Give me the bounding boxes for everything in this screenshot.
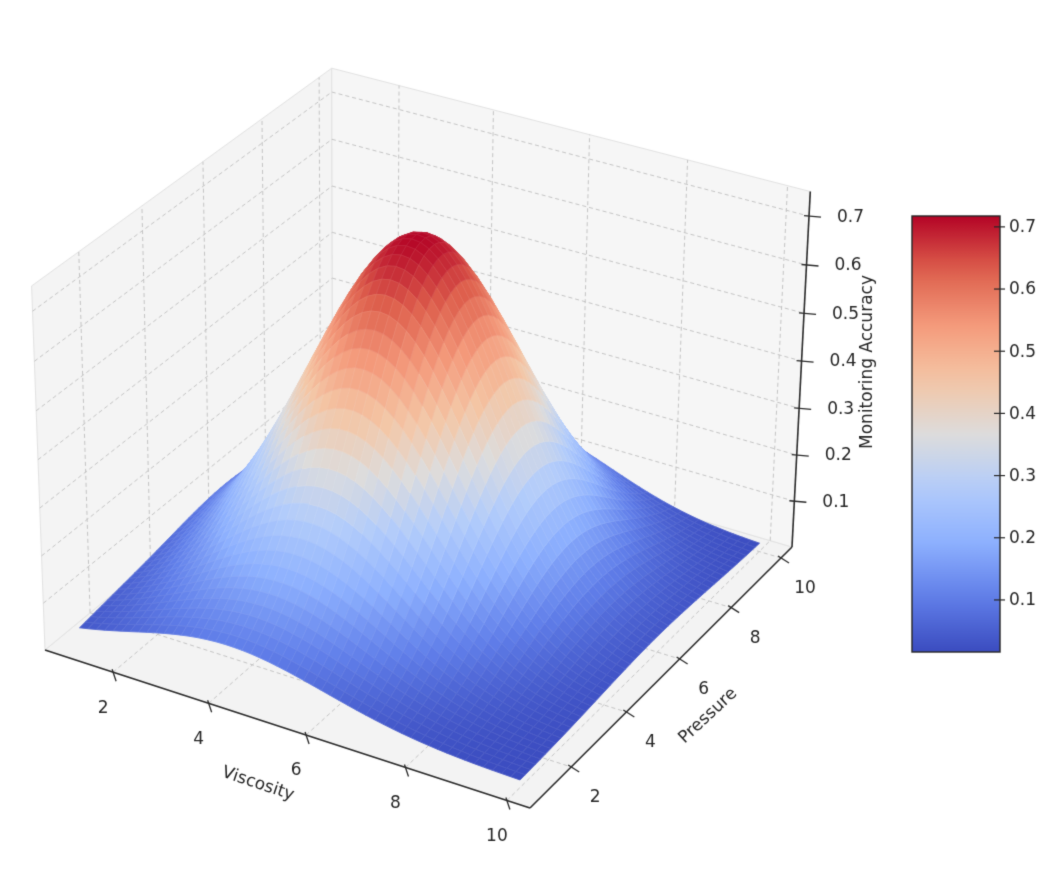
figure-3d-surface-plot — [0, 0, 1048, 878]
surface-plot-canvas — [0, 0, 1048, 878]
